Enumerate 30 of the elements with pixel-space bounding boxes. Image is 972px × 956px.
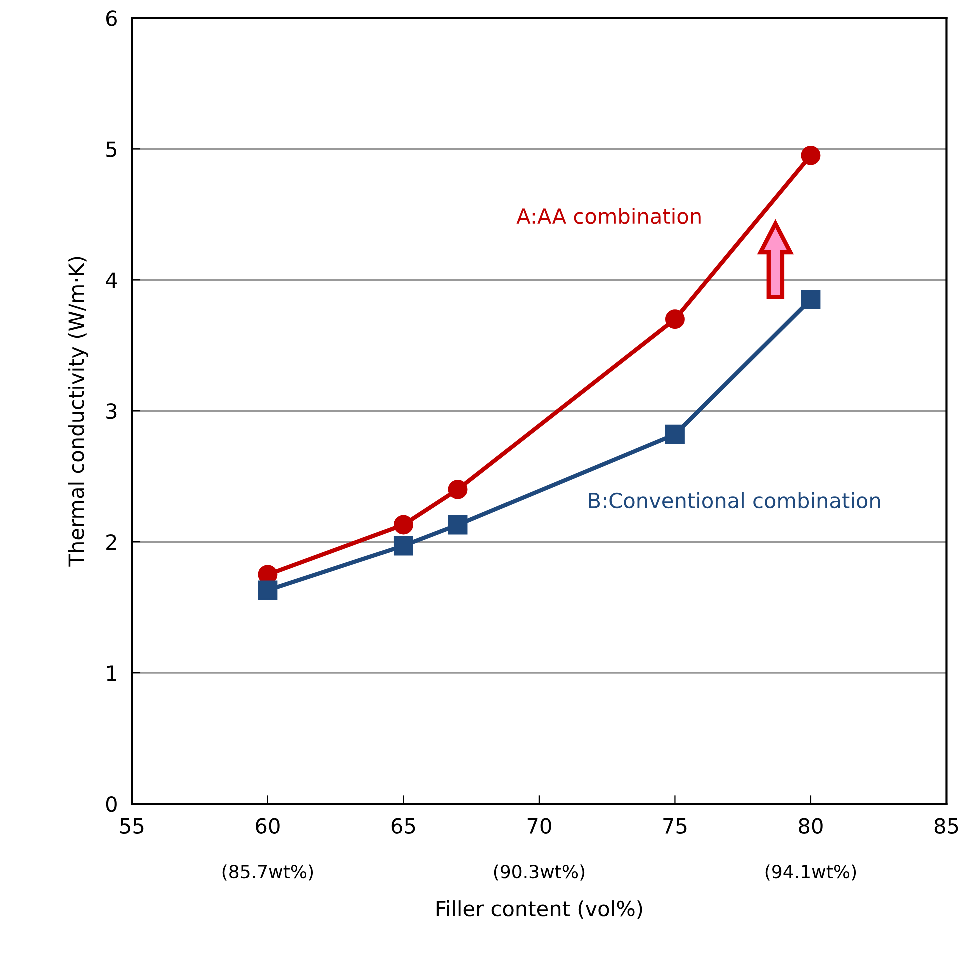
point — [258, 580, 278, 600]
y-axis-title: Thermal conductivity (W/m·K) — [68, 257, 88, 567]
y-tick-label: 3 — [106, 404, 117, 420]
y-tick-label: 4 — [106, 272, 118, 288]
y-tick-label: 2 — [106, 534, 116, 550]
text: (94.1wt%) — [766, 864, 856, 881]
y-tick-label: 0 — [106, 796, 117, 812]
point — [801, 146, 821, 166]
point — [394, 515, 414, 535]
point — [665, 310, 685, 330]
x-tick-label: 75 — [664, 818, 687, 834]
point — [665, 424, 685, 444]
y-tick-label: 5 — [106, 142, 116, 158]
y-tick-label: 6 — [106, 10, 117, 26]
point — [448, 480, 468, 500]
x-axis-title: Filler content (vol%) — [436, 900, 642, 920]
x-tick-label: 85 — [934, 818, 958, 834]
x-tick-label: 80 — [799, 818, 823, 834]
text: (90.3wt%) — [494, 864, 585, 881]
x-tick-label: 70 — [528, 818, 552, 834]
x-tick-label: 65 — [392, 818, 416, 834]
text: (85.7wt%) — [222, 864, 314, 881]
series-label: B:Conventional combination — [589, 492, 880, 509]
series-label: A:AA combination — [516, 208, 701, 224]
point — [394, 536, 414, 556]
point — [801, 290, 821, 310]
y-tick-label: 1 — [107, 666, 116, 681]
x-tick-label: 60 — [256, 818, 280, 834]
point — [448, 515, 468, 535]
x-tick-label: 55 — [120, 818, 144, 834]
